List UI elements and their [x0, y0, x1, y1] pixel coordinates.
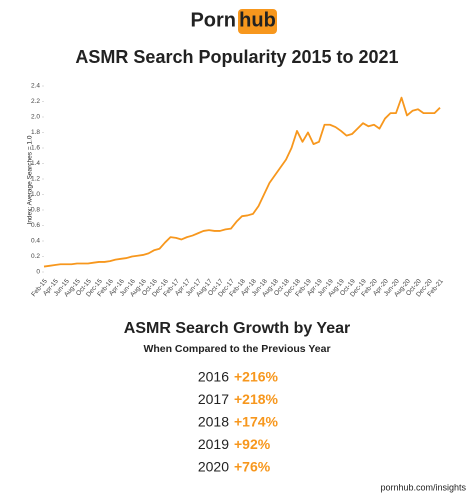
y-tick-label: 0 [36, 269, 40, 276]
y-tick-label: 2.4 [31, 83, 40, 90]
y-tick-label: 2.2 [31, 98, 40, 105]
logo-left: Porn [190, 9, 236, 31]
growth-value: +216% [234, 369, 279, 385]
y-tick-label: 1.6 [31, 145, 40, 152]
growth-value: +76% [234, 459, 271, 475]
y-tick-label: 0.4 [31, 238, 40, 245]
growth-subtitle: When Compared to the Previous Year [143, 343, 330, 355]
footer: pornhub.com/insights [380, 482, 466, 492]
chart-title: ASMR Search Popularity 2015 to 2021 [75, 47, 398, 67]
y-tick-label: 1.4 [31, 160, 40, 167]
growth-year: 2016 [198, 369, 229, 385]
y-tick-label: 1.2 [31, 176, 40, 183]
growth-year: 2017 [198, 391, 229, 407]
logo-box [238, 9, 277, 34]
growth-year: 2018 [198, 414, 229, 430]
growth-value: +218% [234, 391, 279, 407]
data-line [43, 96, 441, 268]
growth-value: +174% [234, 414, 279, 430]
growth-title: ASMR Search Growth by Year [124, 320, 350, 337]
logo-right: hub [239, 9, 276, 31]
y-axis-label: Index: Average Searches = 1.0 [27, 135, 34, 224]
y-tick-label: 1.0 [31, 191, 40, 198]
y-tick-label: 0.8 [31, 207, 40, 214]
y-tick-label: 0.6 [31, 222, 40, 229]
growth-value: +92% [234, 436, 271, 452]
growth-year: 2019 [198, 436, 229, 452]
y-tick-label: 2.0 [31, 114, 40, 121]
y-tick-label: 0.2 [31, 253, 40, 260]
y-tick-label: 1.8 [31, 129, 40, 136]
growth-year: 2020 [198, 459, 229, 475]
